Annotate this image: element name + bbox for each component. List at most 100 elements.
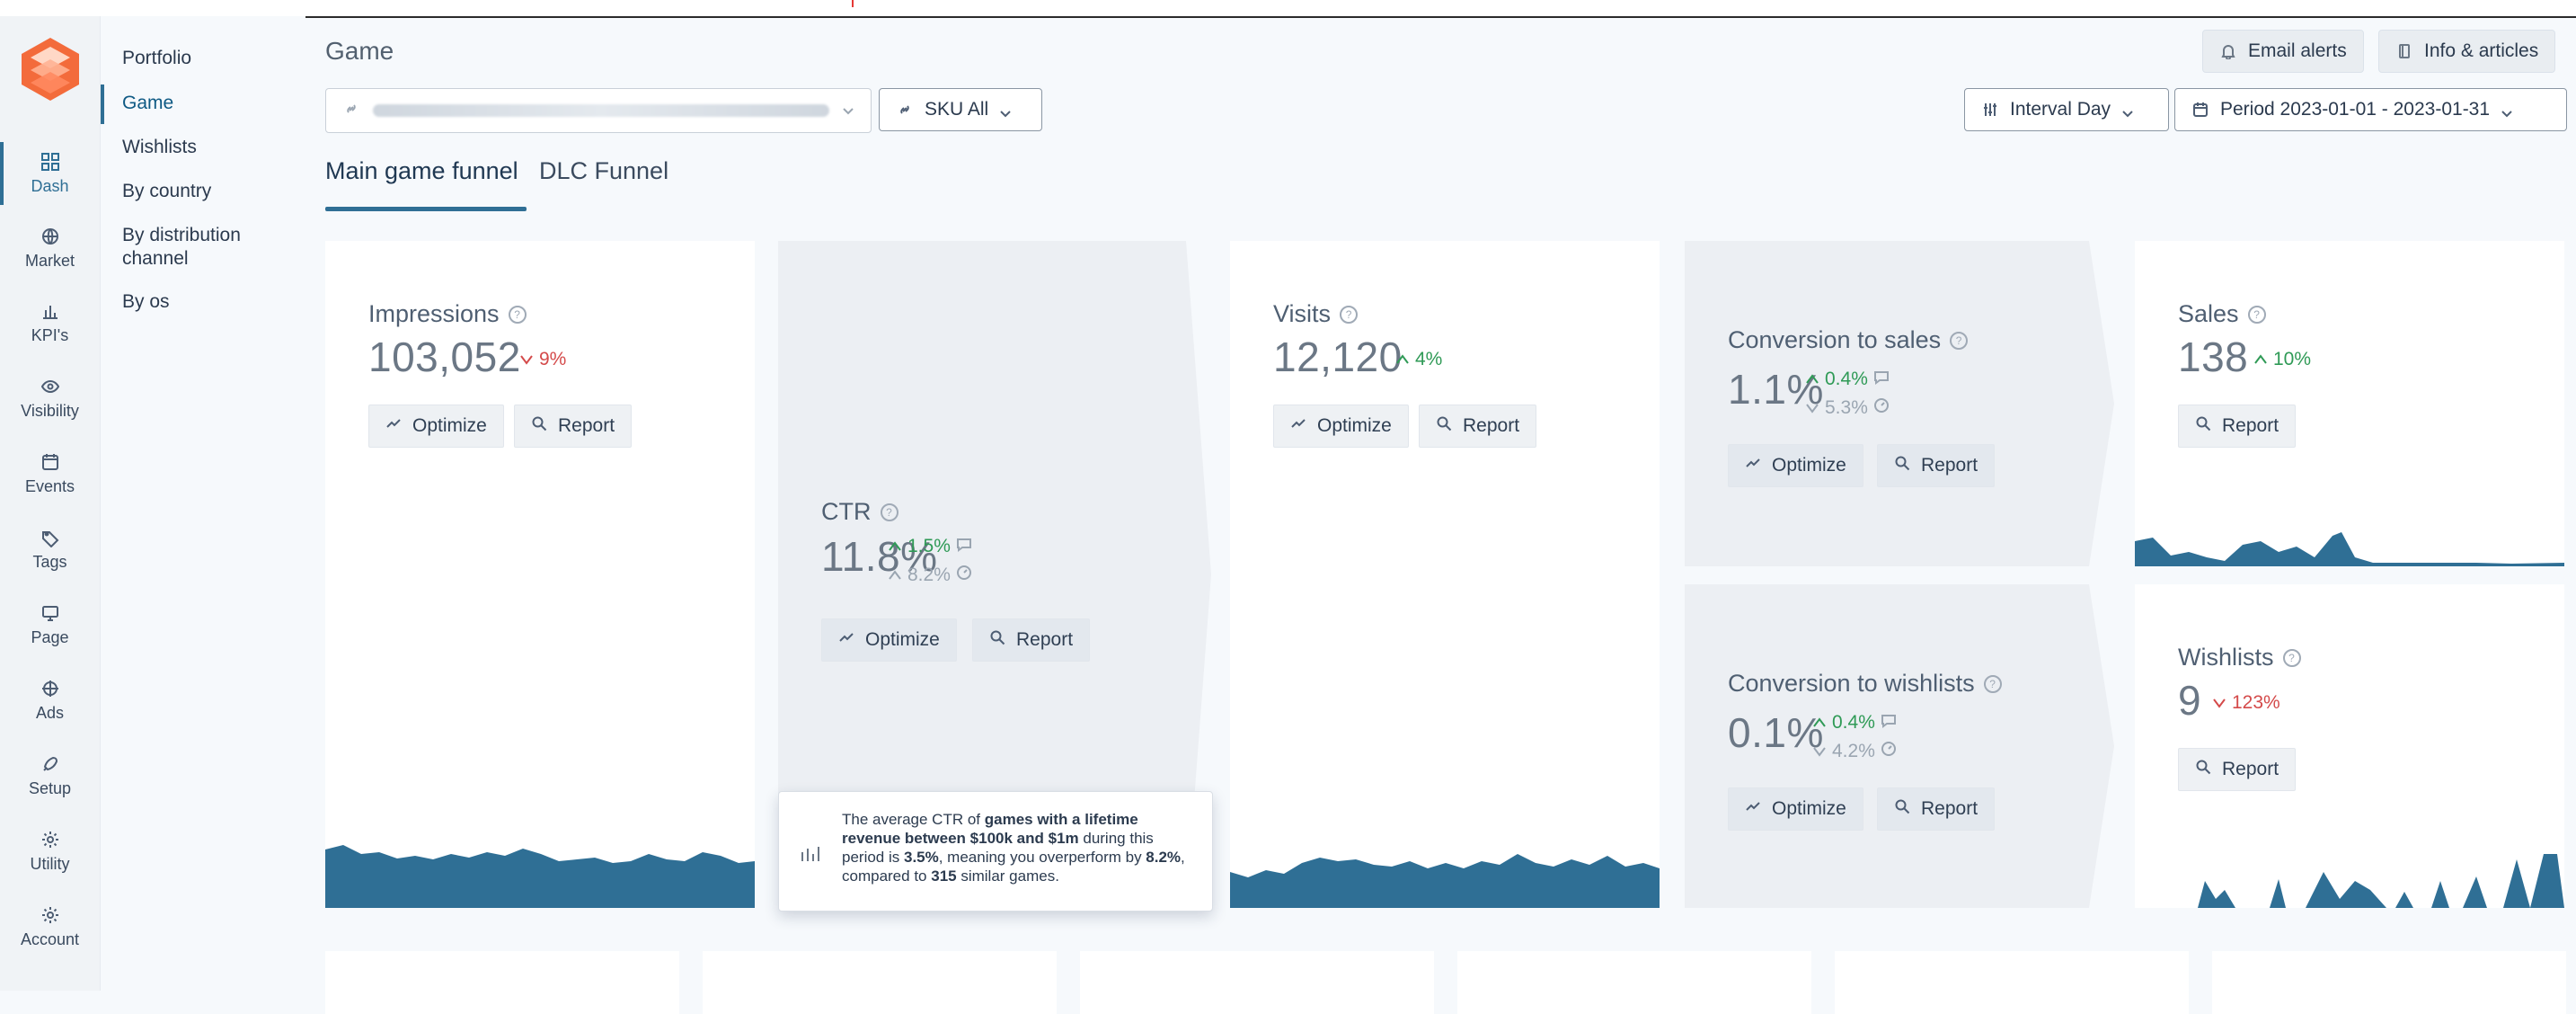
period-select[interactable]: Period 2023-01-01 - 2023-01-31	[2174, 88, 2567, 131]
conversion-to-sales-benchmark-value: 5.3%	[1825, 397, 1868, 418]
impressions-report-button[interactable]: Report	[514, 405, 633, 448]
gear-icon	[40, 905, 60, 925]
comment-icon	[1873, 369, 1890, 390]
impressions-value: 103,052	[368, 334, 521, 380]
ctr-delta-up-value: 1.5%	[907, 536, 951, 556]
conversion-to-sales-delta-up: 0.4%	[1805, 369, 1890, 390]
info-articles-button[interactable]: Info & articles	[2378, 30, 2556, 73]
email-alerts-button[interactable]: Email alerts	[2202, 30, 2364, 73]
wishlists-report-button[interactable]: Report	[2178, 748, 2297, 791]
tooltip-text-part: The average CTR of	[842, 811, 985, 828]
visits-sparkline	[1230, 854, 1660, 908]
main-content: Game Email alerts Info & articles SKU Al…	[305, 16, 2576, 1014]
tab-dlc-funnel[interactable]: DLC Funnel	[539, 157, 669, 184]
rail-label: Tags	[32, 552, 67, 571]
impressions-sparkline	[325, 845, 755, 908]
eye-icon	[40, 377, 60, 396]
rail-label: Ads	[35, 703, 65, 722]
impressions-optimize-button[interactable]: Optimize	[368, 405, 504, 448]
visits-report-button[interactable]: Report	[1419, 405, 1537, 448]
bell-icon	[2219, 42, 2237, 60]
help-icon[interactable]: ?	[1950, 331, 1969, 350]
help-icon[interactable]: ?	[2282, 648, 2301, 667]
wishlists-value: 9	[2178, 677, 2202, 724]
subnav-item-wishlists[interactable]: Wishlists	[122, 137, 197, 157]
rail-item-visibility[interactable]: Visibility	[0, 367, 100, 430]
period-select-label: Period 2023-01-01 - 2023-01-31	[2220, 99, 2491, 120]
chevron-down-icon	[2501, 103, 2513, 118]
rail-item-tags[interactable]: Tags	[0, 518, 100, 581]
chevron-down-icon	[1812, 741, 1827, 762]
ctr-optimize-button[interactable]: Optimize	[821, 618, 957, 662]
visits-title-text: Visits	[1273, 300, 1332, 327]
ctr-arrow-card	[778, 241, 1211, 908]
impressions-delta-value: 9%	[539, 349, 567, 369]
rail-item-setup[interactable]: Setup	[0, 744, 100, 807]
subnav-item-game[interactable]: Game	[122, 93, 174, 113]
rail-item-kpis[interactable]: KPI's	[0, 291, 100, 354]
rail-item-page[interactable]: Page	[0, 593, 100, 656]
comment-icon	[956, 536, 972, 557]
subnav-item-by-distribution-channel[interactable]: By distribution channel	[122, 225, 241, 269]
tooltip-text: The average CTR of games with a lifetime…	[842, 810, 1197, 885]
wishlists-title: Wishlists ?	[2178, 644, 2301, 672]
rail-item-account[interactable]: Account	[0, 895, 100, 958]
chevron-down-icon	[2121, 103, 2134, 118]
conversion-to-wishlists-delta-benchmark: 4.2%	[1812, 741, 1897, 762]
tab-main-game-funnel[interactable]: Main game funnel	[325, 157, 518, 184]
ctr-report-button[interactable]: Report	[972, 618, 1091, 662]
app-logo[interactable]	[20, 36, 81, 102]
conversion-to-wishlists-optimize-button[interactable]: Optimize	[1728, 787, 1863, 831]
gauge-icon	[1873, 397, 1890, 419]
rail-item-ads[interactable]: Ads	[0, 669, 100, 732]
game-select[interactable]	[325, 88, 872, 133]
visits-card: Visits ? 12,120 4% Optimize Report	[1230, 241, 1660, 908]
rail-item-utility[interactable]: Utility	[0, 820, 100, 883]
ctr-title: CTR ?	[821, 498, 899, 526]
optimize-label: Optimize	[1317, 415, 1392, 436]
visits-optimize-button[interactable]: Optimize	[1273, 405, 1409, 448]
rail-label: Dash	[31, 176, 69, 195]
help-icon[interactable]: ?	[508, 305, 527, 324]
rail-label: Setup	[28, 778, 72, 797]
wishlists-delta: 123%	[2212, 692, 2280, 714]
wishlists-title-text: Wishlists	[2178, 644, 2274, 671]
magnifier-icon	[1894, 455, 1910, 476]
conversion-to-sales-optimize-button[interactable]: Optimize	[1728, 444, 1863, 487]
sales-report-button[interactable]: Report	[2178, 405, 2297, 448]
subnav-item-portfolio[interactable]: Portfolio	[122, 48, 192, 68]
email-alerts-label: Email alerts	[2248, 40, 2347, 61]
help-icon[interactable]: ?	[1340, 305, 1359, 324]
help-icon[interactable]: ?	[880, 503, 899, 521]
rail-item-market[interactable]: Market	[0, 217, 100, 280]
tooltip-text-part: , compared to	[842, 849, 1185, 885]
tooltip-text-strong: 315	[931, 867, 957, 885]
gauge-icon	[1881, 741, 1897, 762]
subnav-item-by-os[interactable]: By os	[122, 291, 170, 312]
conversion-to-wishlists-value: 0.1%	[1728, 709, 1824, 756]
rail-item-dash[interactable]: Dash	[0, 142, 100, 205]
conversion-to-wishlists-report-button[interactable]: Report	[1877, 787, 1996, 831]
visits-delta-value: 4%	[1415, 349, 1443, 369]
interval-select[interactable]: Interval Day	[1964, 88, 2169, 131]
subnav-item-by-country[interactable]: By country	[122, 181, 212, 201]
report-label: Report	[1463, 415, 1520, 436]
chevron-up-icon	[1812, 712, 1827, 734]
sku-select[interactable]: SKU All	[879, 88, 1042, 131]
conversion-to-sales-report-button[interactable]: Report	[1877, 444, 1996, 487]
calendar-icon	[40, 452, 60, 472]
help-icon[interactable]: ?	[1983, 674, 2002, 693]
bar-chart-icon	[799, 841, 822, 865]
conversion-to-wishlists-title-text: Conversion to wishlists	[1728, 670, 1975, 697]
optimize-label: Optimize	[1772, 455, 1846, 476]
interval-select-label: Interval Day	[2010, 99, 2111, 120]
top-marker	[852, 0, 854, 7]
link-icon	[342, 100, 360, 122]
sales-title: Sales ?	[2178, 300, 2266, 328]
rail-item-events[interactable]: Events	[0, 442, 100, 505]
optimize-label: Optimize	[865, 629, 940, 650]
ctr-value: 11.8%	[821, 533, 938, 580]
chevron-up-icon	[888, 565, 902, 586]
bottom-card	[2212, 951, 2566, 1014]
help-icon[interactable]: ?	[2247, 305, 2266, 324]
